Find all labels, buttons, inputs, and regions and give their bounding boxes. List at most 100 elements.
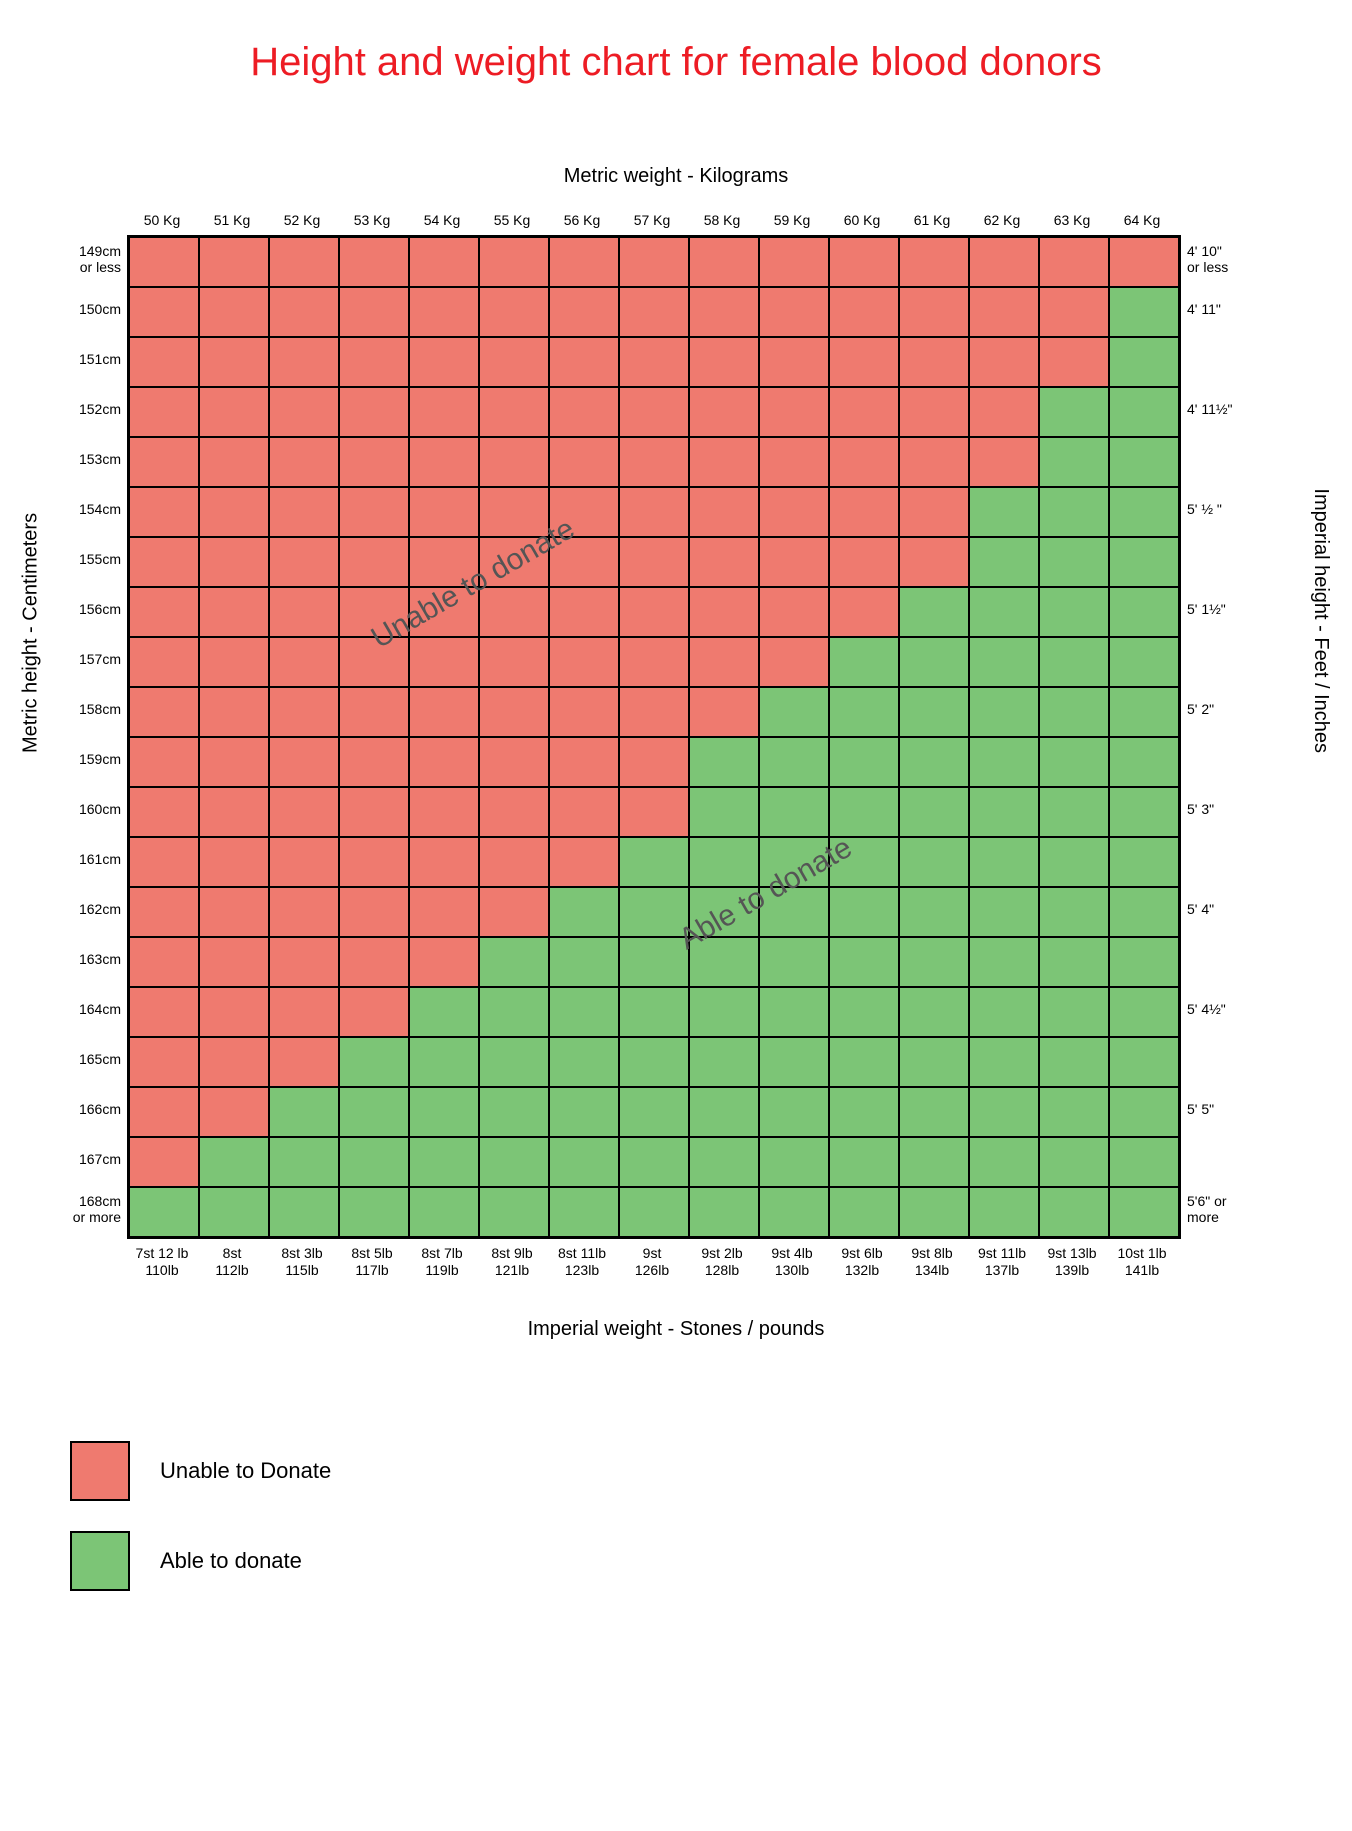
grid-cell bbox=[829, 487, 899, 537]
grid-cell bbox=[549, 587, 619, 637]
grid-cell bbox=[899, 787, 969, 837]
grid-cell bbox=[689, 237, 759, 287]
grid-cell bbox=[1039, 837, 1109, 887]
grid-row bbox=[129, 837, 1179, 887]
column-label: 64 Kg bbox=[1107, 212, 1177, 229]
grid-cell bbox=[829, 987, 899, 1037]
grid-cell bbox=[1039, 1037, 1109, 1087]
column-label: 8st 11lb123lb bbox=[547, 1245, 617, 1279]
grid-cell bbox=[899, 987, 969, 1037]
grid-cell bbox=[899, 387, 969, 437]
column-label: 50 Kg bbox=[127, 212, 197, 229]
grid-cell bbox=[829, 287, 899, 337]
grid-cell bbox=[269, 537, 339, 587]
grid-cell bbox=[339, 787, 409, 837]
grid-row bbox=[129, 887, 1179, 937]
grid-cell bbox=[689, 1037, 759, 1087]
grid-cell bbox=[409, 337, 479, 387]
grid-cell bbox=[479, 387, 549, 437]
grid-cell bbox=[969, 387, 1039, 437]
grid-cell bbox=[619, 1187, 689, 1237]
grid-cell bbox=[619, 237, 689, 287]
grid-cell bbox=[129, 937, 199, 987]
legend-label-able: Able to donate bbox=[160, 1548, 302, 1574]
grid-cell bbox=[1109, 287, 1179, 337]
grid-row bbox=[129, 1037, 1179, 1087]
grid-row bbox=[129, 1187, 1179, 1237]
grid-cell bbox=[129, 237, 199, 287]
grid-cell bbox=[969, 487, 1039, 537]
grid-cell bbox=[129, 787, 199, 837]
grid-cell bbox=[479, 887, 549, 937]
grid-cell bbox=[269, 387, 339, 437]
grid-cell bbox=[479, 537, 549, 587]
grid-cell bbox=[129, 387, 199, 437]
grid-cell bbox=[829, 687, 899, 737]
grid-cell bbox=[689, 987, 759, 1037]
grid-cell bbox=[199, 587, 269, 637]
grid-cell bbox=[899, 687, 969, 737]
grid-cell bbox=[1039, 1187, 1109, 1237]
grid-cell bbox=[409, 537, 479, 587]
row-label bbox=[1187, 1135, 1257, 1185]
row-label: 5' 5" bbox=[1187, 1085, 1257, 1135]
grid-cell bbox=[759, 237, 829, 287]
grid-cell bbox=[479, 687, 549, 737]
grid-cell bbox=[549, 387, 619, 437]
grid-cell bbox=[829, 587, 899, 637]
grid-cell bbox=[549, 787, 619, 837]
grid-cell bbox=[339, 1087, 409, 1137]
column-label: 62 Kg bbox=[967, 212, 1037, 229]
column-label: 9st 8lb134lb bbox=[897, 1245, 967, 1279]
grid-cell bbox=[899, 937, 969, 987]
grid-cell bbox=[129, 987, 199, 1037]
column-labels-top: 50 Kg51 Kg52 Kg53 Kg54 Kg55 Kg56 Kg57 Kg… bbox=[127, 212, 1301, 229]
grid-row bbox=[129, 337, 1179, 387]
grid-cell bbox=[339, 587, 409, 637]
column-label: 56 Kg bbox=[547, 212, 617, 229]
grid-row bbox=[129, 737, 1179, 787]
grid-cell bbox=[339, 837, 409, 887]
grid-cell bbox=[339, 337, 409, 387]
column-label: 54 Kg bbox=[407, 212, 477, 229]
grid-cell bbox=[619, 637, 689, 687]
grid-cell bbox=[689, 1137, 759, 1187]
grid-cell bbox=[129, 587, 199, 637]
grid-cell bbox=[199, 1037, 269, 1087]
axis-title-right: Imperial height - Feet / Inches bbox=[1310, 489, 1333, 754]
grid-cell bbox=[549, 837, 619, 887]
grid-cell bbox=[899, 1137, 969, 1187]
column-label: 8st 9lb121lb bbox=[477, 1245, 547, 1279]
grid-cell bbox=[969, 637, 1039, 687]
grid-cell bbox=[339, 737, 409, 787]
grid-cell bbox=[129, 537, 199, 587]
grid-cell bbox=[549, 887, 619, 937]
axis-title-top: Metric weight - Kilograms bbox=[51, 165, 1301, 188]
grid-cell bbox=[269, 437, 339, 487]
grid-cell bbox=[1109, 887, 1179, 937]
grid-cell bbox=[1039, 787, 1109, 837]
row-label: 168cmor more bbox=[51, 1185, 121, 1235]
row-label bbox=[1187, 735, 1257, 785]
row-label: 155cm bbox=[51, 535, 121, 585]
grid-cell bbox=[759, 937, 829, 987]
grid-row bbox=[129, 687, 1179, 737]
grid-cell bbox=[199, 887, 269, 937]
grid-cell bbox=[969, 887, 1039, 937]
grid-cell bbox=[619, 587, 689, 637]
grid-cell bbox=[759, 737, 829, 787]
grid-cell bbox=[759, 387, 829, 437]
grid-cell bbox=[1109, 1137, 1179, 1187]
grid-cell bbox=[619, 537, 689, 587]
grid-cell bbox=[479, 237, 549, 287]
grid-row bbox=[129, 287, 1179, 337]
grid-cell bbox=[759, 537, 829, 587]
grid-cell bbox=[1039, 537, 1109, 587]
grid-cell bbox=[199, 287, 269, 337]
grid-cell bbox=[619, 687, 689, 737]
grid-cell bbox=[479, 1187, 549, 1237]
column-label: 8st 3lb115lb bbox=[267, 1245, 337, 1279]
grid-cell bbox=[759, 1137, 829, 1187]
grid-cell bbox=[1109, 737, 1179, 787]
grid-cell bbox=[759, 437, 829, 487]
